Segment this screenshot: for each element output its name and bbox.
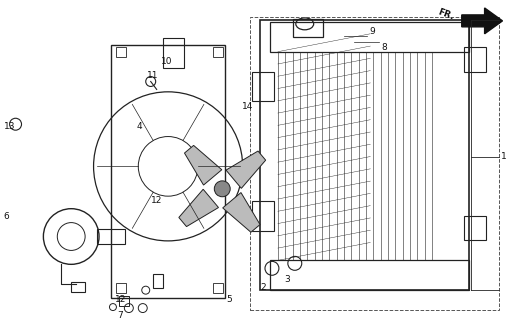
Bar bbox=[163, 38, 185, 68]
Polygon shape bbox=[185, 145, 222, 185]
Bar bbox=[153, 274, 163, 288]
Text: 7: 7 bbox=[117, 311, 123, 320]
Text: 2: 2 bbox=[260, 283, 266, 292]
Bar bbox=[250, 17, 499, 310]
Bar bbox=[252, 72, 274, 101]
Bar bbox=[111, 45, 225, 298]
Polygon shape bbox=[179, 189, 218, 227]
Bar bbox=[464, 47, 485, 72]
Polygon shape bbox=[222, 193, 260, 232]
Polygon shape bbox=[462, 8, 502, 34]
Bar bbox=[97, 228, 125, 244]
Polygon shape bbox=[226, 151, 266, 188]
Text: 4: 4 bbox=[137, 122, 143, 131]
Text: 8: 8 bbox=[381, 43, 387, 52]
Text: 9: 9 bbox=[369, 27, 375, 36]
Text: 1: 1 bbox=[501, 152, 506, 161]
Bar bbox=[214, 283, 223, 293]
Bar bbox=[71, 282, 85, 292]
Text: 5: 5 bbox=[226, 295, 232, 304]
Text: 3: 3 bbox=[284, 275, 290, 284]
Text: 13: 13 bbox=[4, 122, 15, 131]
Bar bbox=[270, 260, 469, 290]
Text: 10: 10 bbox=[160, 57, 172, 66]
Bar bbox=[293, 19, 322, 37]
Text: 12: 12 bbox=[151, 196, 162, 205]
Text: 11: 11 bbox=[147, 70, 158, 79]
Bar bbox=[252, 201, 274, 230]
Text: FR.: FR. bbox=[437, 8, 456, 22]
Text: 12: 12 bbox=[115, 295, 126, 304]
Text: 14: 14 bbox=[242, 102, 254, 111]
Bar bbox=[270, 22, 469, 52]
Bar bbox=[119, 296, 129, 306]
Bar bbox=[116, 47, 126, 57]
Bar bbox=[214, 47, 223, 57]
Circle shape bbox=[214, 181, 230, 197]
Text: 6: 6 bbox=[4, 212, 9, 220]
Bar bbox=[116, 283, 126, 293]
Bar bbox=[260, 20, 469, 290]
Bar bbox=[464, 216, 485, 241]
